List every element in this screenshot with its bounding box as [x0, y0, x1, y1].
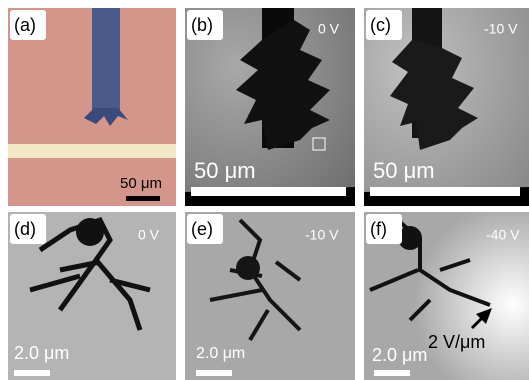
panel-b: 50 μm 0 V (b)	[185, 8, 355, 206]
scale-label: 2.0 μm	[14, 343, 69, 363]
voltage: 0 V	[138, 227, 160, 243]
panel-c: 50 μm -10 V (c)	[364, 8, 529, 206]
panel-label: (f)	[370, 219, 387, 239]
panel-e: 2.0 μm -10 V (e)	[185, 212, 355, 380]
panel-label: (e)	[191, 219, 213, 239]
voltage: -10 V	[484, 21, 518, 37]
panel-label: (a)	[14, 15, 36, 35]
scale-label: 50 μm	[194, 158, 256, 183]
scale-label: 50 μm	[120, 175, 162, 192]
panel-label: (c)	[370, 15, 391, 35]
figure: 50 μm (a) 50 μm 0 V (b) 50 μm -10 V (c) …	[0, 0, 529, 380]
annotation: 2 V/μm	[428, 332, 485, 352]
panel-f: 2 V/μm 2.0 μm -40 V (f)	[364, 212, 529, 380]
voltage: -40 V	[486, 227, 520, 243]
page: 50 μm (a) 50 μm 0 V (b) 50 μm -10 V (c) …	[0, 0, 529, 380]
voltage: 0 V	[318, 21, 340, 37]
panel-label: (b)	[191, 15, 213, 35]
panel-a: 50 μm (a)	[8, 8, 176, 206]
voltage: -10 V	[305, 227, 339, 243]
panel-label: (d)	[14, 219, 36, 239]
scale-label: 50 μm	[373, 158, 435, 183]
panel-d: 2.0 μm 0 V (d)	[8, 212, 176, 380]
scale-label: 2.0 μm	[196, 345, 245, 362]
scale-label: 2.0 μm	[372, 345, 427, 365]
